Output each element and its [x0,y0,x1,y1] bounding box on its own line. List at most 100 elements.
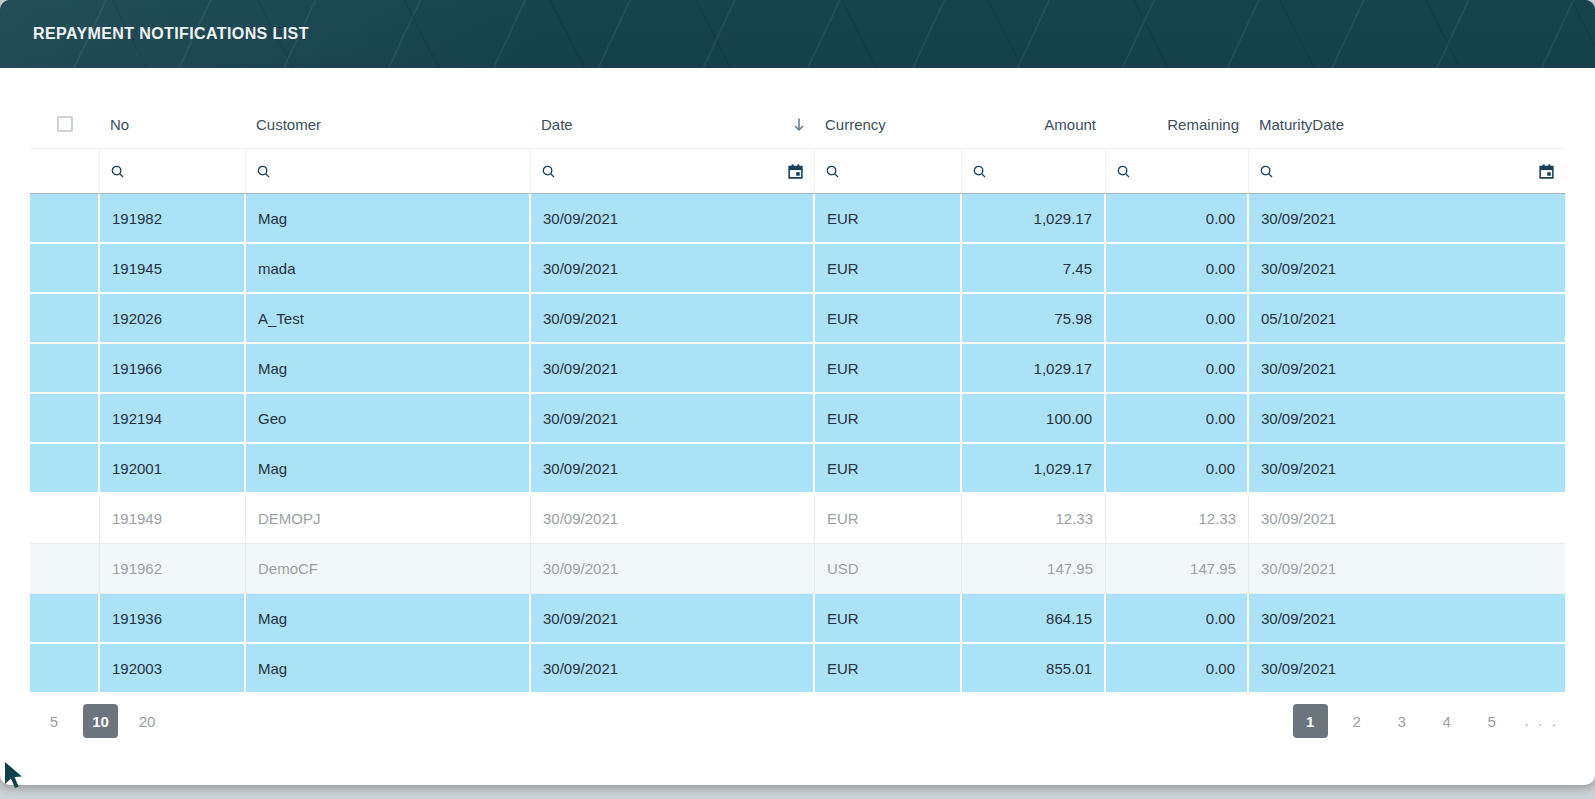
cell-amount: 855.01 [962,644,1106,694]
cell-amount: 864.15 [962,594,1106,644]
page-size-button-20[interactable]: 20 [131,704,163,738]
cell-customer: DEMOPJ [246,494,531,544]
table-header-row: No Customer Date Currency [30,100,1565,148]
page-title: REPAYMENT NOTIFICATIONS LIST [33,25,309,43]
cell-customer: Mag [246,344,531,394]
repayments-table: No Customer Date Currency [30,100,1565,694]
select-all-checkbox[interactable] [57,116,73,132]
cell-amount: 75.98 [962,294,1106,344]
filter-date-input[interactable] [563,163,780,180]
row-select-cell[interactable] [30,294,100,344]
cell-currency: EUR [815,644,962,694]
cell-customer: A_Test [246,294,531,344]
search-icon [1259,164,1274,179]
table-row[interactable]: 191936 Mag 30/09/2021 EUR 864.15 0.00 30… [30,594,1565,644]
page-button-4[interactable]: 4 [1431,704,1463,738]
column-header-currency[interactable]: Currency [815,100,962,148]
cell-no: 191949 [100,494,246,544]
column-header-customer[interactable]: Customer [246,100,531,148]
cell-amount: 1,029.17 [962,344,1106,394]
table-row[interactable]: 192026 A_Test 30/09/2021 EUR 75.98 0.00 … [30,294,1565,344]
cell-maturitydate: 30/09/2021 [1249,244,1565,294]
pagination-bar: 51020 12345. . . [0,694,1595,738]
cell-currency: EUR [815,594,962,644]
column-header-no[interactable]: No [100,100,246,148]
pager-ellipsis[interactable]: . . . [1521,713,1559,729]
card-header: REPAYMENT NOTIFICATIONS LIST [0,0,1595,68]
page-button-5[interactable]: 5 [1476,704,1508,738]
page-button-3[interactable]: 3 [1386,704,1418,738]
table-row[interactable]: 191949 DEMOPJ 30/09/2021 EUR 12.33 12.33… [30,494,1565,544]
cell-no: 192194 [100,394,246,444]
search-icon [256,164,271,179]
row-select-cell[interactable] [30,494,100,544]
page-size-button-10[interactable]: 10 [83,704,118,738]
cell-maturitydate: 30/09/2021 [1249,644,1565,694]
cell-maturitydate: 30/09/2021 [1249,594,1565,644]
cell-amount: 12.33 [962,494,1106,544]
cell-customer: mada [246,244,531,294]
filter-cell-remaining [1106,148,1249,194]
row-select-cell[interactable] [30,594,100,644]
table-row[interactable]: 192001 Mag 30/09/2021 EUR 1,029.17 0.00 … [30,444,1565,494]
row-select-cell[interactable] [30,394,100,444]
cell-remaining: 0.00 [1106,444,1249,494]
cell-date: 30/09/2021 [531,494,815,544]
cell-amount: 100.00 [962,394,1106,444]
column-header-date-label: Date [541,116,573,133]
filter-amount-input[interactable] [994,163,1095,180]
table-row[interactable]: 191982 Mag 30/09/2021 EUR 1,029.17 0.00 … [30,194,1565,244]
calendar-icon[interactable] [1538,163,1555,180]
cell-remaining: 0.00 [1106,594,1249,644]
select-all-cell [30,100,100,148]
search-icon [1116,164,1131,179]
filter-no-input[interactable] [132,163,235,180]
row-select-cell[interactable] [30,194,100,244]
table-row[interactable]: 191966 Mag 30/09/2021 EUR 1,029.17 0.00 … [30,344,1565,394]
cell-remaining: 0.00 [1106,394,1249,444]
cell-currency: EUR [815,444,962,494]
cell-amount: 1,029.17 [962,444,1106,494]
column-header-amount[interactable]: Amount [962,100,1106,148]
column-header-maturitydate[interactable]: MaturityDate [1249,100,1565,148]
table-row[interactable]: 191962 DemoCF 30/09/2021 USD 147.95 147.… [30,544,1565,594]
calendar-icon[interactable] [787,163,804,180]
sort-desc-icon [793,117,805,132]
column-header-date[interactable]: Date [531,100,815,148]
filter-cell-maturitydate [1249,148,1565,194]
table-row[interactable]: 192194 Geo 30/09/2021 EUR 100.00 0.00 30… [30,394,1565,444]
cell-no: 191982 [100,194,246,244]
pager: 12345 . . . [1293,704,1559,738]
cell-no: 191945 [100,244,246,294]
cell-date: 30/09/2021 [531,194,815,244]
cell-currency: USD [815,544,962,594]
cell-currency: EUR [815,244,962,294]
cell-remaining: 0.00 [1106,344,1249,394]
cell-amount: 7.45 [962,244,1106,294]
row-select-cell[interactable] [30,444,100,494]
filter-currency-input[interactable] [847,163,951,180]
filter-select-cell [30,148,100,194]
search-icon [972,164,987,179]
page-size-button-5[interactable]: 5 [38,704,70,738]
filter-remaining-input[interactable] [1138,163,1238,180]
page-button-2[interactable]: 2 [1341,704,1373,738]
row-select-cell[interactable] [30,244,100,294]
cell-maturitydate: 30/09/2021 [1249,494,1565,544]
cell-remaining: 147.95 [1106,544,1249,594]
table-row[interactable]: 191945 mada 30/09/2021 EUR 7.45 0.00 30/… [30,244,1565,294]
filter-cell-customer [246,148,531,194]
filter-maturitydate-input[interactable] [1281,163,1531,180]
column-header-remaining[interactable]: Remaining [1106,100,1249,148]
page-button-1[interactable]: 1 [1293,704,1328,738]
filter-customer-input[interactable] [278,163,520,180]
cell-maturitydate: 30/09/2021 [1249,394,1565,444]
row-select-cell[interactable] [30,644,100,694]
cell-date: 30/09/2021 [531,644,815,694]
filter-cell-no [100,148,246,194]
cell-customer: Geo [246,394,531,444]
cell-remaining: 0.00 [1106,244,1249,294]
row-select-cell[interactable] [30,544,100,594]
row-select-cell[interactable] [30,344,100,394]
table-row[interactable]: 192003 Mag 30/09/2021 EUR 855.01 0.00 30… [30,644,1565,694]
